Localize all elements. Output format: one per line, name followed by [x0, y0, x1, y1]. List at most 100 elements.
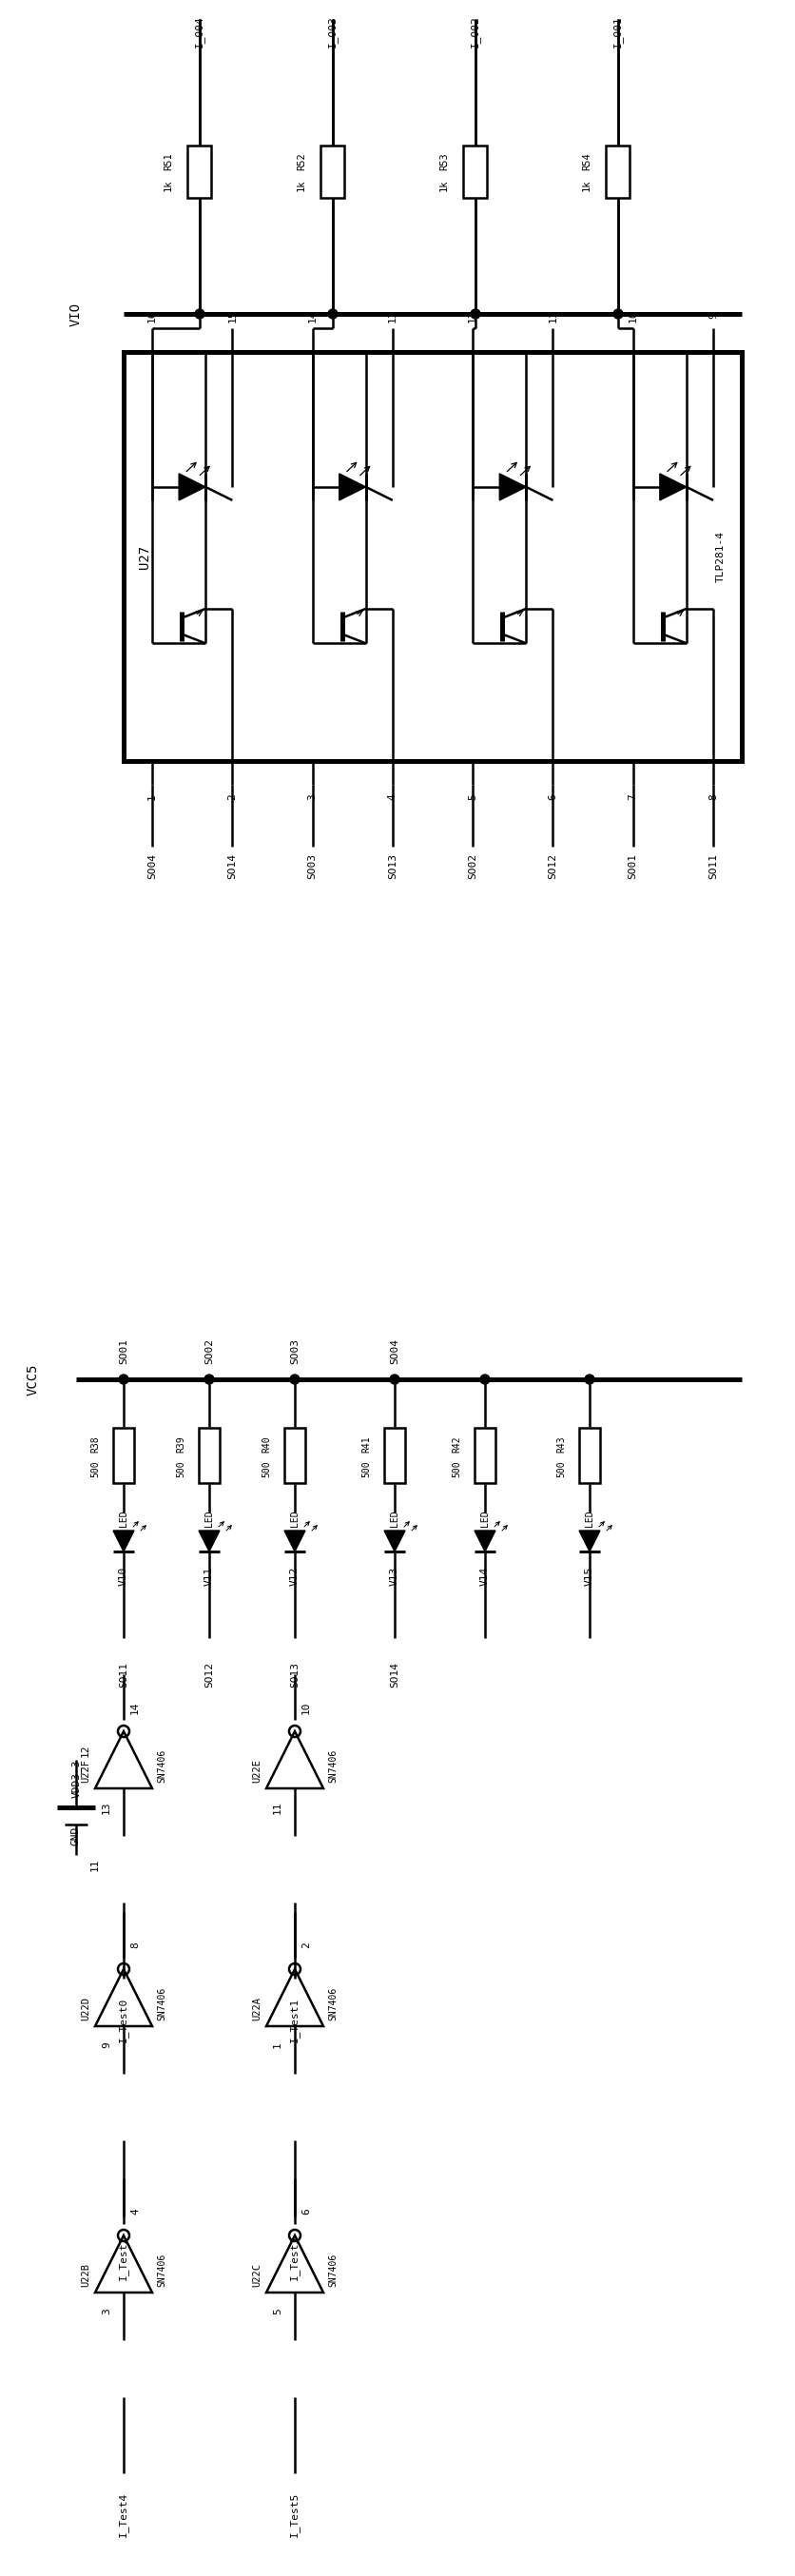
- Circle shape: [390, 1376, 399, 1383]
- Text: U22A: U22A: [252, 1996, 262, 2022]
- Text: 1k: 1k: [163, 180, 173, 191]
- Text: 500: 500: [452, 1461, 460, 1476]
- Text: SN7406: SN7406: [157, 2254, 166, 2287]
- Text: LED: LED: [118, 1510, 128, 1528]
- Text: 4: 4: [130, 2208, 140, 2215]
- Text: 2: 2: [301, 1942, 311, 1947]
- Text: 12: 12: [467, 309, 477, 322]
- Bar: [384, 1427, 405, 1484]
- Text: R54: R54: [581, 152, 591, 170]
- Circle shape: [328, 309, 337, 319]
- Circle shape: [584, 1376, 594, 1383]
- Text: LED: LED: [479, 1510, 489, 1528]
- Polygon shape: [384, 1530, 405, 1551]
- Text: V15: V15: [584, 1566, 594, 1587]
- Bar: [199, 1427, 219, 1484]
- Circle shape: [470, 309, 479, 319]
- Text: SO02: SO02: [204, 1337, 214, 1363]
- Text: V12: V12: [289, 1566, 299, 1587]
- Text: I_Test0: I_Test0: [118, 1996, 129, 2043]
- Text: U22D: U22D: [81, 1996, 91, 2022]
- Text: I_Test5: I_Test5: [289, 2494, 300, 2537]
- Polygon shape: [199, 1530, 219, 1551]
- Text: SO14: SO14: [390, 1662, 399, 1687]
- Bar: [188, 144, 211, 198]
- Bar: [123, 353, 741, 760]
- Text: LED: LED: [584, 1510, 594, 1528]
- Text: 13: 13: [387, 309, 397, 322]
- Circle shape: [195, 309, 204, 319]
- Text: R40: R40: [262, 1435, 271, 1453]
- Bar: [579, 1427, 599, 1484]
- Text: R51: R51: [163, 152, 173, 170]
- Text: V13: V13: [390, 1566, 399, 1587]
- Text: SN7406: SN7406: [328, 2254, 337, 2287]
- Polygon shape: [284, 1530, 305, 1551]
- Text: I_O02: I_O02: [470, 15, 480, 46]
- Polygon shape: [474, 1530, 494, 1551]
- Text: 1k: 1k: [297, 180, 306, 191]
- Text: R52: R52: [297, 152, 306, 170]
- Text: GND: GND: [72, 1826, 81, 1844]
- Text: I_O03: I_O03: [328, 15, 338, 46]
- Bar: [320, 144, 344, 198]
- Text: 1k: 1k: [439, 180, 448, 191]
- Text: SN7406: SN7406: [328, 1986, 337, 2020]
- Text: 500: 500: [361, 1461, 370, 1476]
- Circle shape: [118, 1376, 128, 1383]
- Bar: [284, 1427, 305, 1484]
- Text: U22B: U22B: [81, 2264, 91, 2287]
- Text: 10: 10: [627, 309, 637, 322]
- Text: SO03: SO03: [289, 1337, 299, 1363]
- Text: 16: 16: [147, 309, 157, 322]
- Text: 12: 12: [81, 1744, 91, 1757]
- Text: 2: 2: [227, 793, 237, 801]
- Text: U27: U27: [138, 544, 151, 569]
- Text: R39: R39: [176, 1435, 185, 1453]
- Text: I_Test2: I_Test2: [118, 2236, 129, 2280]
- Text: 9: 9: [102, 2043, 111, 2048]
- Text: SO12: SO12: [548, 853, 557, 878]
- Text: SO13: SO13: [387, 853, 397, 878]
- Circle shape: [289, 1376, 299, 1383]
- Text: 6: 6: [301, 2208, 311, 2215]
- Text: 8: 8: [130, 1942, 140, 1947]
- Text: V14: V14: [479, 1566, 489, 1587]
- Text: 13: 13: [102, 1801, 111, 1814]
- Text: SN7406: SN7406: [157, 1749, 166, 1783]
- Text: 11: 11: [273, 1801, 282, 1814]
- Text: 15: 15: [227, 309, 237, 322]
- Polygon shape: [339, 474, 366, 500]
- Polygon shape: [659, 474, 685, 500]
- Text: 11: 11: [91, 1857, 99, 1870]
- Text: 6: 6: [548, 793, 557, 801]
- Text: 11: 11: [548, 309, 557, 322]
- Text: 4: 4: [387, 793, 397, 801]
- Text: VDD3_3: VDD3_3: [71, 1759, 81, 1798]
- Text: SO04: SO04: [390, 1337, 399, 1363]
- Text: SO12: SO12: [204, 1662, 214, 1687]
- Text: 1: 1: [147, 793, 157, 801]
- Text: I_Test3: I_Test3: [289, 2236, 300, 2280]
- Text: R38: R38: [91, 1435, 99, 1453]
- Polygon shape: [113, 1530, 134, 1551]
- Polygon shape: [499, 474, 525, 500]
- Text: U22C: U22C: [252, 2264, 262, 2287]
- Text: R41: R41: [361, 1435, 370, 1453]
- Text: 14: 14: [308, 309, 317, 322]
- Text: 14: 14: [130, 1700, 140, 1713]
- Text: TLP281-4: TLP281-4: [716, 531, 725, 582]
- Text: 1k: 1k: [581, 180, 591, 191]
- Bar: [463, 144, 487, 198]
- Text: 500: 500: [91, 1461, 99, 1476]
- Text: R53: R53: [439, 152, 448, 170]
- Text: VCC5: VCC5: [26, 1363, 40, 1396]
- Polygon shape: [579, 1530, 599, 1551]
- Text: SO02: SO02: [467, 853, 477, 878]
- Text: 7: 7: [627, 793, 637, 801]
- Text: 3: 3: [308, 793, 317, 801]
- Text: SO01: SO01: [627, 853, 637, 878]
- Text: SO04: SO04: [147, 853, 157, 878]
- Text: SN7406: SN7406: [157, 1986, 166, 2020]
- Text: V10: V10: [118, 1566, 128, 1587]
